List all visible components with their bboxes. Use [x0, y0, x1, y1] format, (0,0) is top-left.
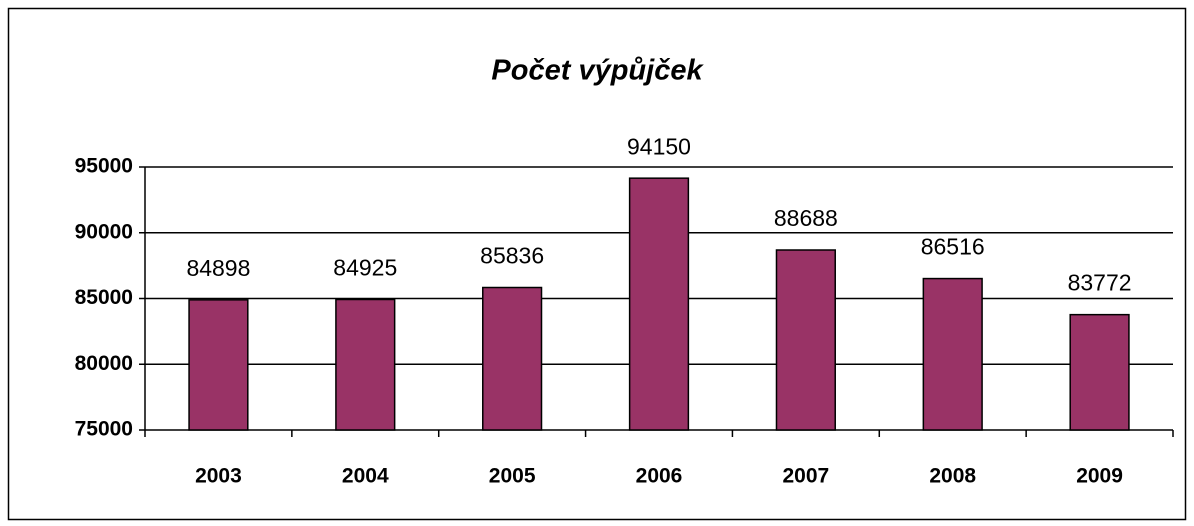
value-label: 83772 [1068, 270, 1132, 296]
y-tick-label: 90000 [75, 220, 133, 243]
x-tick-label: 2009 [1076, 465, 1123, 488]
value-label: 84898 [186, 255, 250, 281]
value-label: 85836 [480, 243, 544, 269]
value-label: 88688 [774, 205, 838, 231]
value-label: 94150 [627, 133, 691, 159]
value-label: 86516 [921, 234, 985, 260]
bar [1069, 313, 1130, 431]
chart-title: Počet výpůjček [491, 55, 704, 87]
bar [775, 249, 836, 431]
bar [628, 177, 690, 431]
x-tick-label: 2005 [489, 465, 536, 488]
x-tick-label: 2006 [636, 465, 683, 488]
chart-frame [7, 7, 1187, 521]
x-tick-label: 2007 [782, 465, 829, 488]
bar [482, 286, 543, 431]
bar [335, 298, 396, 431]
value-label: 84925 [333, 255, 397, 281]
y-tick-label: 95000 [75, 155, 133, 178]
x-tick-label: 2008 [929, 465, 976, 488]
bar [922, 277, 983, 431]
y-tick-label: 80000 [75, 352, 133, 375]
bar [188, 299, 249, 431]
y-tick-label: 85000 [75, 286, 133, 309]
x-tick-label: 2003 [195, 465, 242, 488]
x-tick-label: 2004 [342, 465, 389, 488]
y-tick-label: 75000 [75, 418, 133, 441]
